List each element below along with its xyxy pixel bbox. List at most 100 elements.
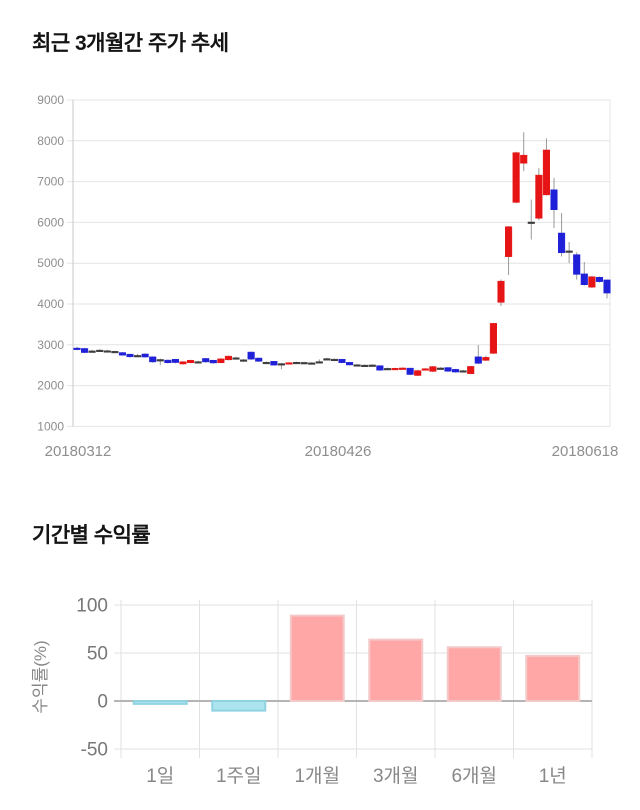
- candle-body: [542, 149, 550, 196]
- y-tick-label: -50: [81, 740, 108, 761]
- candle-body: [330, 358, 338, 362]
- x-tick-label: 20180312: [45, 443, 112, 460]
- candle-body: [565, 250, 573, 253]
- candle-body: [111, 351, 119, 354]
- candle-body: [406, 367, 414, 375]
- candle-body: [391, 368, 399, 371]
- candle-body: [118, 352, 126, 356]
- x-tick-label: 20180426: [305, 443, 372, 460]
- candle-body: [376, 365, 384, 371]
- candle-body: [474, 356, 482, 364]
- candle-body: [202, 358, 210, 363]
- candle-body: [134, 355, 142, 358]
- candle-body: [520, 154, 528, 164]
- candle-body: [126, 353, 134, 358]
- candle-body: [505, 226, 513, 257]
- return-bar: [368, 638, 424, 702]
- y-tick-label: 9000: [37, 93, 64, 107]
- candle-body: [81, 348, 89, 353]
- candle-body: [361, 364, 369, 367]
- candle-body: [149, 356, 157, 363]
- candle-body: [368, 364, 376, 367]
- candle-body: [338, 359, 346, 363]
- candle-body: [399, 367, 407, 370]
- candle-body: [141, 353, 149, 358]
- y-axis-title: 수익률(%): [31, 640, 50, 713]
- candle-body: [444, 367, 452, 372]
- candle-body: [527, 221, 535, 224]
- candle-body: [573, 254, 581, 275]
- candle-body: [535, 174, 543, 219]
- candle-body: [459, 370, 467, 373]
- y-tick-label: 50: [87, 644, 108, 665]
- price-candlestick-chart: 9000 8000 7000 6000 5000 4000 3000 2000 1000 2018…: [37, 93, 619, 460]
- candle-body: [580, 273, 588, 285]
- y-tick-label: 1000: [37, 419, 64, 433]
- candle-body: [603, 279, 611, 294]
- candle-body: [103, 350, 111, 353]
- candle-body: [156, 359, 164, 362]
- candle-body: [277, 363, 285, 366]
- candle-body: [96, 349, 104, 352]
- candle-body: [300, 362, 308, 365]
- candle-body: [558, 232, 566, 254]
- candle-body: [414, 370, 422, 376]
- candle-body: [346, 362, 354, 366]
- category-label: 1년: [539, 765, 567, 787]
- candle-body: [232, 357, 240, 360]
- y-tick-label: 8000: [37, 134, 64, 148]
- category-label: 3개월: [373, 765, 419, 787]
- candle-body: [262, 362, 270, 365]
- candle-body: [240, 359, 248, 362]
- candle-body: [164, 359, 172, 364]
- y-tick-label: 100: [76, 596, 108, 617]
- candle-body: [467, 366, 475, 374]
- y-tick-label: 6000: [37, 215, 64, 229]
- candle-body: [179, 361, 187, 365]
- candle-body: [429, 366, 437, 372]
- candle-body: [482, 357, 490, 361]
- returns-chart-title: 기간별 수익률: [32, 524, 151, 547]
- y-tick-label: 7000: [37, 175, 64, 189]
- candle-body: [217, 358, 225, 364]
- candle-body: [88, 350, 96, 353]
- price-chart-title: 최근 3개월간 주가 추세: [32, 32, 229, 55]
- candle-body: [550, 189, 558, 211]
- candle-body: [315, 361, 323, 364]
- candle-body: [224, 355, 232, 361]
- candle-body: [293, 362, 301, 365]
- y-tick-label: 2000: [37, 379, 64, 393]
- candle-body: [452, 369, 460, 373]
- candle-body: [497, 280, 505, 303]
- candle-body: [308, 362, 316, 365]
- candle-body: [353, 364, 361, 367]
- candle-body: [383, 368, 391, 371]
- y-tick-label: 0: [97, 692, 108, 713]
- candle-body: [285, 362, 293, 365]
- candle-body: [323, 358, 331, 361]
- candle-body: [194, 361, 202, 364]
- return-bar: [289, 614, 345, 703]
- category-label: 1주일: [216, 765, 262, 787]
- category-label: 6개월: [451, 765, 497, 787]
- candle-body: [270, 361, 278, 366]
- candle-body: [247, 351, 255, 360]
- return-bar: [525, 654, 581, 702]
- candle-body: [436, 367, 444, 370]
- return-bar: [211, 700, 267, 712]
- category-label: 1일: [146, 765, 174, 787]
- candle-body: [588, 276, 596, 288]
- y-tick-label: 4000: [37, 297, 64, 311]
- x-tick-label: 20180618: [552, 443, 619, 460]
- category-label: 1개월: [294, 765, 340, 787]
- return-bar: [446, 646, 502, 702]
- candle-body: [209, 359, 217, 364]
- candle-body: [489, 323, 497, 354]
- candle-body: [421, 368, 429, 371]
- candle-body: [187, 360, 195, 364]
- candle-body: [73, 347, 81, 350]
- y-tick-label: 3000: [37, 338, 64, 352]
- candle-body: [171, 359, 179, 363]
- candle-body: [255, 357, 263, 362]
- returns-bar-chart: 100 50 0 -50 1일 1주일 1개월 3개월 6개월 1년 수익률(%): [31, 596, 593, 787]
